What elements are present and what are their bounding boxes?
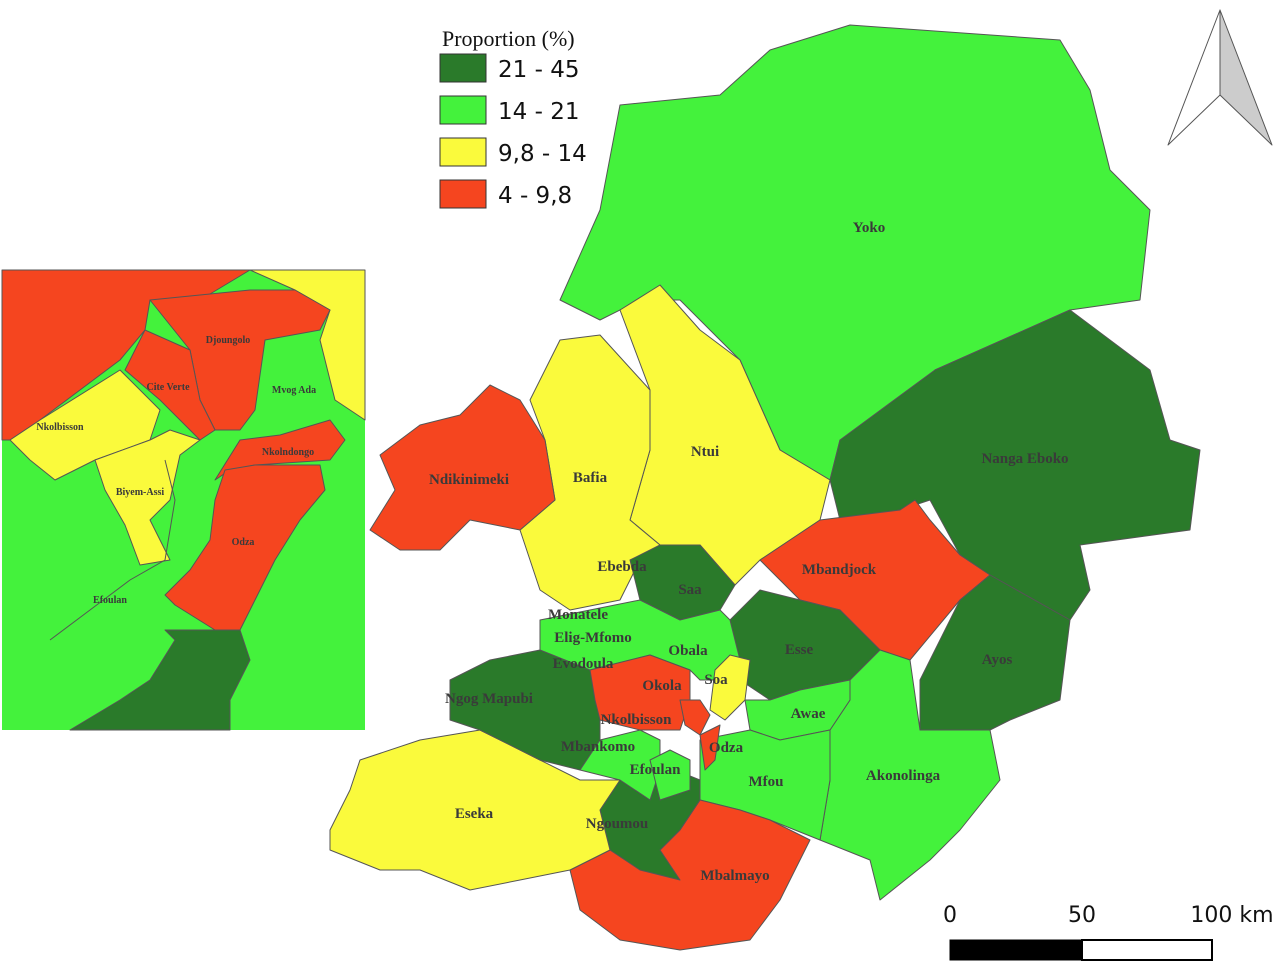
labels: Yoko Nanga Eboko Ntui Bafia Ndikinimeki Saa Mb… [36, 220, 1068, 884]
region-label: Awae [791, 706, 826, 722]
region [329, 729, 621, 891]
legend-label: 14 - 21 [498, 99, 579, 125]
region-label: Ntui [691, 444, 719, 460]
legend-label: 4 - 9,8 [498, 183, 572, 209]
legend-label: 9,8 - 14 [498, 141, 587, 167]
region-label: Ayos [982, 652, 1013, 668]
inset-label: Cite Verte [146, 382, 190, 393]
inset-map [1, 269, 366, 731]
inset-label: Nkolbisson [36, 422, 84, 433]
inset-label: Odza [232, 537, 255, 548]
main-map [329, 24, 1201, 951]
region-label: Mbalmayo [700, 868, 769, 884]
inset-region [124, 329, 216, 441]
region-label: Akonolinga [866, 768, 941, 784]
region-label: Ngoumou [586, 816, 649, 832]
inset-region [214, 419, 346, 481]
inset-label: Nkolndongo [262, 447, 314, 458]
region [709, 654, 751, 721]
region-label: Ebebda [597, 559, 647, 575]
region-label: Efoulan [630, 762, 682, 778]
inset-border [49, 459, 176, 641]
region-label: Mfou [749, 774, 784, 790]
region-label: Bafia [573, 470, 608, 486]
legend-swatch [439, 137, 487, 167]
region-label: Mbandjock [802, 562, 877, 578]
region-label: Odza [709, 740, 744, 756]
region-label: Ngog Mapubi [445, 691, 533, 707]
scale-label: 100 km [1190, 903, 1273, 928]
scale-bar: 0 50 100 km [943, 903, 1274, 961]
legend-swatch [439, 95, 487, 125]
region-label: Okola [642, 678, 682, 694]
region-label: Elig-Mfomo [554, 630, 631, 646]
region [679, 699, 711, 736]
inset-label: Biyem-Assi [116, 487, 165, 498]
region [369, 384, 556, 551]
region-label: Saa [678, 582, 702, 598]
region-label: Yoko [853, 220, 886, 236]
inset-area [1, 269, 251, 441]
scale-label: 50 [1068, 903, 1096, 928]
inset-label: Mvog Ada [272, 385, 316, 396]
legend-swatch [439, 53, 487, 83]
region-label: Evodoula [553, 656, 614, 672]
legend-title: Proportion (%) [442, 26, 575, 51]
region-label: Esse [785, 642, 814, 658]
inset-label: Djoungolo [206, 335, 250, 346]
region-label: Soa [704, 672, 728, 688]
inset-label: Efoulan [93, 595, 127, 606]
region-label: Eseka [455, 806, 494, 822]
legend-swatch [439, 179, 487, 209]
region [589, 654, 691, 731]
region-label: Nanga Eboko [981, 451, 1068, 467]
region-label: Mbankomo [561, 739, 635, 755]
legend-label: 21 - 45 [498, 57, 579, 83]
inset-area [69, 629, 251, 731]
legend: 21 - 45 14 - 21 9,8 - 14 4 - 9,8 [439, 53, 587, 209]
region-label: Obala [668, 643, 708, 659]
region-label: Ndikinimeki [429, 472, 509, 488]
scale-label: 0 [943, 903, 957, 928]
region [699, 724, 721, 771]
inset-region [94, 429, 201, 566]
region-label: Nkolbisson [601, 712, 673, 728]
region [649, 749, 691, 801]
north-arrow [1167, 9, 1273, 146]
region-label: Monatele [548, 607, 608, 623]
